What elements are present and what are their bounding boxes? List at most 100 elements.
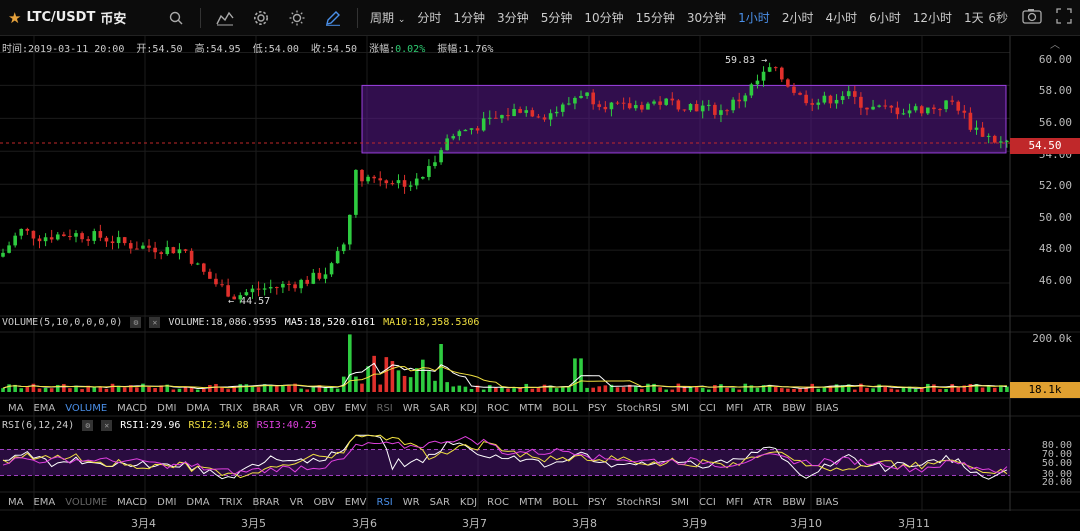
indicator-tab-dmi[interactable]: DMI bbox=[157, 402, 177, 414]
indicator-tab-trix[interactable]: TRIX bbox=[219, 402, 243, 414]
interval-option[interactable]: 1分钟 bbox=[453, 11, 486, 25]
indicator-tab-kdj[interactable]: KDJ bbox=[459, 402, 478, 414]
interval-option[interactable]: 30分钟 bbox=[686, 11, 727, 25]
interval-option[interactable]: 12小时 bbox=[912, 11, 953, 25]
indicator-tab-stochrsi[interactable]: StochRSI bbox=[616, 496, 661, 508]
indicator-tab-atr[interactable]: ATR bbox=[753, 402, 773, 414]
price-axis: 60.00 58.00 56.00 54.00 52.00 50.00 48.0… bbox=[1010, 36, 1080, 316]
favorite-star-icon[interactable]: ★ bbox=[8, 8, 22, 27]
indicator-tab-mtm[interactable]: MTM bbox=[518, 496, 543, 508]
interval-option[interactable]: 3分钟 bbox=[497, 11, 529, 25]
indicator-tab-sar[interactable]: SAR bbox=[429, 496, 450, 508]
indicator-tab-dma[interactable]: DMA bbox=[186, 402, 210, 414]
interval-option[interactable]: 4小时 bbox=[825, 11, 858, 25]
candle-body bbox=[299, 279, 303, 289]
interval-option[interactable]: 2小时 bbox=[781, 11, 814, 25]
indicator-icon[interactable] bbox=[207, 10, 243, 26]
indicator-tab-ma[interactable]: MA bbox=[8, 496, 24, 508]
indicator-tab-smi[interactable]: SMI bbox=[671, 402, 689, 414]
volume-bar bbox=[883, 386, 888, 392]
volume-bar bbox=[853, 389, 857, 392]
indicator-tab-emv[interactable]: EMV bbox=[344, 402, 367, 414]
indicator-tab-bbw[interactable]: BBW bbox=[782, 496, 806, 508]
indicator-tab-volume[interactable]: VOLUME bbox=[65, 402, 108, 414]
volume-bar bbox=[323, 387, 328, 392]
interval-option[interactable]: 1天 bbox=[964, 11, 984, 25]
indicator-tab-bbw[interactable]: BBW bbox=[782, 402, 806, 414]
volume-bar bbox=[658, 387, 662, 392]
indicator-tab-psy[interactable]: PSY bbox=[588, 496, 607, 508]
volume-bar bbox=[427, 371, 431, 392]
indicator-tab-cci[interactable]: CCI bbox=[698, 496, 716, 508]
candle-body bbox=[615, 102, 620, 104]
search-icon[interactable] bbox=[158, 11, 194, 25]
indicator-tab-atr[interactable]: ATR bbox=[753, 496, 773, 508]
indicator-tab-ema[interactable]: EMA bbox=[33, 402, 56, 414]
volume-bar bbox=[475, 385, 480, 392]
indicator-tab-boll[interactable]: BOLL bbox=[552, 496, 579, 508]
indicator-tab-obv[interactable]: OBV bbox=[313, 496, 335, 508]
candle-body bbox=[573, 97, 577, 104]
close-small-icon[interactable]: ✕ bbox=[149, 317, 161, 328]
candle-body bbox=[518, 108, 522, 113]
interval-option[interactable]: 1小时 bbox=[738, 11, 770, 25]
volume-bar bbox=[877, 384, 881, 392]
draw-pen-icon[interactable] bbox=[315, 10, 351, 26]
indicator-tab-vr[interactable]: VR bbox=[289, 402, 304, 414]
indicator-tab-boll[interactable]: BOLL bbox=[552, 402, 579, 414]
indicator-tab-vr[interactable]: VR bbox=[289, 496, 304, 508]
indicator-tab-macd[interactable]: MACD bbox=[117, 402, 148, 414]
interval-option[interactable]: 分时 bbox=[417, 11, 442, 25]
candle-body bbox=[189, 250, 194, 264]
indicator-tab-mtm[interactable]: MTM bbox=[518, 402, 543, 414]
indicator-tab-ema[interactable]: EMA bbox=[33, 496, 56, 508]
indicator-tab-sar[interactable]: SAR bbox=[429, 402, 450, 414]
candle-body bbox=[469, 128, 474, 130]
indicator-tab-kdj[interactable]: KDJ bbox=[459, 496, 478, 508]
indicator-tab-obv[interactable]: OBV bbox=[313, 402, 335, 414]
candle-body bbox=[262, 288, 267, 290]
indicator-tab-brar[interactable]: BRAR bbox=[252, 496, 280, 508]
settings-small-icon[interactable]: ⚙ bbox=[82, 420, 94, 431]
candle-body bbox=[853, 91, 857, 97]
indicator-tab-roc[interactable]: ROC bbox=[487, 496, 509, 508]
period-dropdown[interactable]: 周期 ⌄ bbox=[364, 9, 411, 26]
interval-option[interactable]: 6小时 bbox=[869, 11, 901, 25]
collapse-chevron-icon[interactable]: ︿ bbox=[1050, 40, 1060, 51]
indicator-tab-volume[interactable]: VOLUME bbox=[65, 496, 108, 508]
indicator-tab-macd[interactable]: MACD bbox=[117, 496, 148, 508]
volume-bar bbox=[944, 388, 948, 392]
indicator-tab-ma[interactable]: MA bbox=[8, 402, 24, 414]
settings-small-icon[interactable]: ⚙ bbox=[130, 317, 142, 328]
indicator-tab-wr[interactable]: WR bbox=[402, 402, 420, 414]
camera-icon[interactable] bbox=[1022, 8, 1042, 27]
indicator-tab-mfi[interactable]: MFI bbox=[725, 496, 744, 508]
indicator-tab-emv[interactable]: EMV bbox=[344, 496, 367, 508]
indicator-tab-bias[interactable]: BIAS bbox=[815, 496, 839, 508]
indicator-tab-brar[interactable]: BRAR bbox=[252, 402, 280, 414]
indicator-tab-roc[interactable]: ROC bbox=[487, 402, 509, 414]
interval-option[interactable]: 15分钟 bbox=[635, 11, 675, 25]
indicator-tab-rsi[interactable]: RSI bbox=[376, 402, 393, 414]
indicator-tab-cci[interactable]: CCI bbox=[698, 402, 716, 414]
indicator-tab-dma[interactable]: DMA bbox=[186, 496, 210, 508]
settings-gear-icon[interactable] bbox=[243, 10, 279, 26]
indicator-tab-trix[interactable]: TRIX bbox=[219, 496, 243, 508]
indicator-tab-bias[interactable]: BIAS bbox=[815, 402, 839, 414]
close-small-icon[interactable]: ✕ bbox=[101, 420, 113, 431]
fullscreen-icon[interactable] bbox=[1056, 8, 1072, 27]
indicator-tab-dmi[interactable]: DMI bbox=[157, 496, 177, 508]
interval-option[interactable]: 5分钟 bbox=[540, 11, 573, 25]
indicator-tab-stochrsi[interactable]: StochRSI bbox=[616, 402, 661, 414]
theme-sun-icon[interactable] bbox=[279, 10, 315, 26]
indicator-tab-mfi[interactable]: MFI bbox=[725, 402, 744, 414]
indicator-tab-wr[interactable]: WR bbox=[402, 496, 420, 508]
indicator-tab-smi[interactable]: SMI bbox=[671, 496, 689, 508]
candle-body bbox=[208, 271, 212, 279]
candle-body bbox=[98, 231, 103, 238]
interval-option[interactable]: 10分钟 bbox=[584, 11, 624, 25]
indicator-tab-psy[interactable]: PSY bbox=[588, 402, 607, 414]
indicator-tab-rsi[interactable]: RSI bbox=[376, 496, 393, 508]
symbol-title[interactable]: ★ LTC/USDT 币安 bbox=[0, 8, 158, 28]
